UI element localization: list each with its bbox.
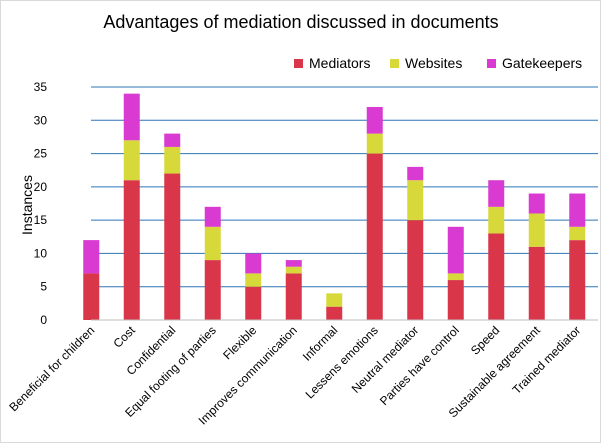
bar-trained-mediator-websites	[569, 226, 586, 241]
y-tick-label-25: 25	[34, 147, 48, 161]
bar-trained-mediator-gatekeepers	[569, 193, 586, 227]
bar-parties-have-control-gatekeepers	[447, 226, 464, 274]
legend-swatch-mediators	[294, 59, 303, 68]
y-tick-label-35: 35	[34, 80, 48, 94]
bar-cost-mediators	[123, 180, 140, 320]
bar-confidential-gatekeepers	[164, 133, 181, 147]
bar-lessens-emotions-gatekeepers	[366, 106, 383, 134]
legend-label-mediators: Mediators	[309, 55, 370, 71]
bar-confidential-mediators	[164, 173, 181, 320]
x-tick-label-flexible: Flexible	[220, 323, 259, 362]
bar-improves-communication-mediators	[285, 273, 302, 320]
y-tick-label-15: 15	[34, 213, 48, 227]
y-tick-label-5: 5	[40, 280, 47, 294]
x-tick-label-beneficial-for-children: Beneficial for children	[6, 323, 97, 414]
bar-flexible-gatekeepers	[245, 253, 262, 274]
bar-flexible-mediators	[245, 286, 262, 320]
bar-sustainable-agreement-mediators	[528, 246, 545, 320]
bar-equal-footing-of-parties-mediators	[204, 260, 221, 320]
y-tick-label-0: 0	[40, 313, 47, 327]
x-axis-labels: Beneficial for children CostConfidentialE…	[6, 323, 583, 428]
bar-neutral-mediator-mediators	[407, 220, 424, 320]
bar-equal-footing-of-parties-gatekeepers	[204, 206, 221, 227]
bar-beneficial-for-children-mediators	[83, 273, 100, 320]
bar-sustainable-agreement-gatekeepers	[528, 193, 545, 214]
bars	[83, 93, 586, 320]
x-tick-label-lessens-emotions: Lessens emotions	[303, 323, 381, 401]
bar-informal-mediators	[326, 306, 343, 320]
x-tick-label-cost: Cost	[111, 323, 139, 351]
bar-trained-mediator-mediators	[569, 240, 586, 320]
bar-speed-websites	[488, 206, 505, 234]
bar-confidential-websites	[164, 146, 181, 174]
bar-neutral-mediator-gatekeepers	[407, 166, 424, 181]
bar-flexible-websites	[245, 273, 262, 287]
y-tick-label-20: 20	[34, 180, 48, 194]
bar-neutral-mediator-websites	[407, 180, 424, 221]
bar-speed-gatekeepers	[488, 180, 505, 207]
y-tick-label-10: 10	[34, 246, 48, 260]
bar-informal-websites	[326, 293, 343, 307]
y-tick-label-30: 30	[34, 113, 48, 127]
bar-parties-have-control-websites	[447, 273, 464, 281]
y-axis-ticks: 0 5 10 15 20 25 30 35	[34, 80, 48, 327]
y-axis-title: Instances	[19, 175, 35, 235]
bar-lessens-emotions-websites	[366, 133, 383, 154]
x-tick-label-parties-have-control: Parties have control	[377, 323, 462, 408]
legend-swatch-gatekeepers	[487, 59, 496, 68]
bar-speed-mediators	[488, 233, 505, 320]
x-tick-label-informal: Informal	[300, 323, 341, 364]
bar-improves-communication-gatekeepers	[285, 260, 302, 267]
legend-label-gatekeepers: Gatekeepers	[502, 55, 582, 71]
chart-title: Advantages of mediation discussed in doc…	[103, 12, 498, 32]
legend-label-websites: Websites	[405, 55, 462, 71]
bar-beneficial-for-children-gatekeepers	[83, 240, 100, 274]
bar-lessens-emotions-mediators	[366, 153, 383, 320]
bar-equal-footing-of-parties-websites	[204, 226, 221, 261]
bar-improves-communication-websites	[285, 266, 302, 274]
bar-cost-websites	[123, 140, 140, 181]
legend-swatch-websites	[390, 59, 399, 68]
legend: Mediators Websites Gatekeepers	[294, 55, 582, 71]
x-tick-label-speed: Speed	[468, 323, 502, 357]
bar-sustainable-agreement-websites	[528, 213, 545, 247]
bar-parties-have-control-mediators	[447, 280, 464, 320]
bar-cost-gatekeepers	[123, 93, 140, 141]
